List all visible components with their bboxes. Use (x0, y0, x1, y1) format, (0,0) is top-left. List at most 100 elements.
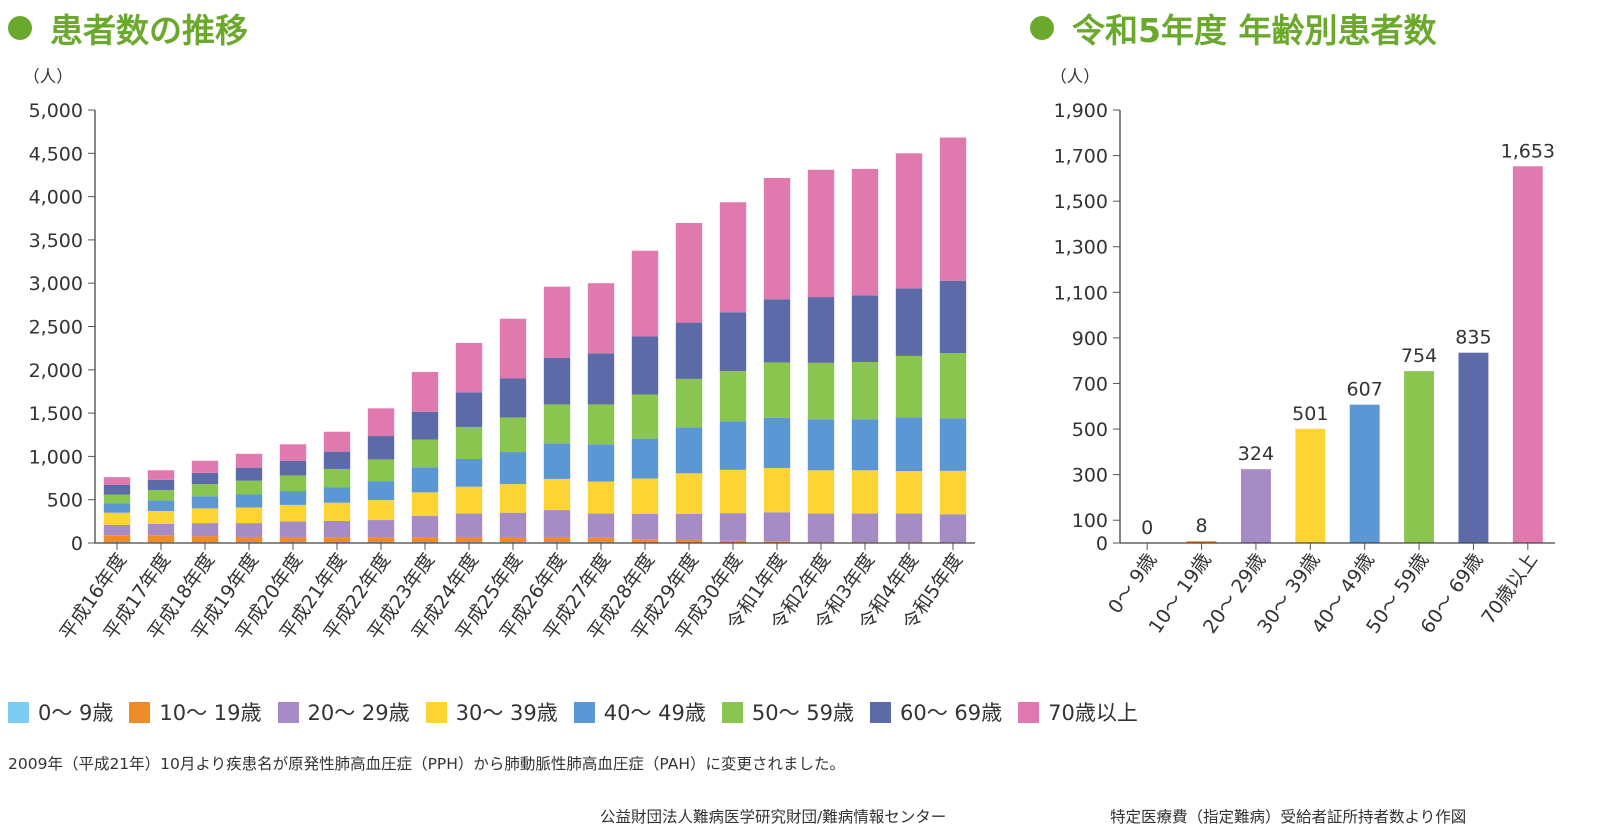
left-bar-segment (807, 513, 835, 543)
left-bar-segment (851, 362, 879, 420)
left-bar-segment (103, 535, 131, 543)
left-bar-segment (499, 318, 527, 379)
left-bar-segment (411, 515, 439, 538)
left-bar-segment (719, 513, 747, 541)
left-bar-segment (367, 459, 395, 482)
left-bar-segment (675, 513, 703, 540)
left-bar-segment (191, 484, 219, 497)
legend-label: 20～ 29歳 (307, 701, 410, 725)
legend-label: 70歳以上 (1048, 701, 1138, 725)
left-bar-segment (235, 523, 263, 537)
left-bar-segment (631, 438, 659, 479)
source-credit: 公益財団法人難病医学研究財団/難病情報センター (600, 808, 947, 826)
left-bar-segment (631, 394, 659, 439)
legend-swatch (277, 701, 299, 723)
right-y-tick-label: 300 (1072, 465, 1108, 487)
left-bar-segment (455, 536, 483, 543)
left-bar-segment (543, 286, 571, 358)
legend-swatch (425, 701, 447, 723)
left-bar-segment (587, 513, 615, 538)
left-bar-segment (895, 513, 923, 543)
left-bar-segment (807, 470, 835, 514)
left-bar-segment (235, 480, 263, 495)
left-bar-segment (191, 472, 219, 485)
left-bar-segment (279, 536, 307, 543)
left-bar-segment (455, 342, 483, 393)
right-y-tick-label: 1,700 (1054, 146, 1108, 168)
legend-swatch (8, 701, 29, 723)
right-bar (1458, 352, 1489, 543)
left-bar-segment (939, 352, 967, 419)
left-bar-segment (543, 404, 571, 444)
right-y-tick-label: 900 (1072, 328, 1108, 350)
left-bar-segment (675, 427, 703, 474)
legend-item: 0～ 9歳 (8, 697, 113, 727)
left-bar-segment (235, 507, 263, 524)
left-bar-segment (235, 453, 263, 468)
left-y-tick-label: 4,000 (29, 187, 83, 209)
legend-item: 10～ 19歳 (129, 697, 262, 727)
left-bar-segment (807, 297, 835, 363)
left-bar-segment (191, 523, 219, 537)
left-y-tick-label: 500 (47, 490, 83, 512)
legend-label: 30～ 39歳 (455, 701, 558, 725)
left-bar-segment (191, 496, 219, 509)
left-bar-segment (631, 478, 659, 514)
left-bar-segment (367, 500, 395, 521)
left-bar-segment (631, 336, 659, 395)
left-bar-segment (851, 419, 879, 471)
right-bar-data-label: 501 (1292, 403, 1328, 425)
right-bar (1240, 469, 1271, 543)
left-bar-segment (147, 510, 175, 524)
left-bar-segment (367, 520, 395, 538)
left-bar-segment (851, 168, 879, 296)
left-chart-title: 患者数の推移 (8, 4, 248, 52)
right-bar (1404, 371, 1435, 543)
left-bar-segment (367, 537, 395, 543)
left-bar-segment (543, 357, 571, 405)
right-bar (1512, 166, 1543, 544)
legend-item: 70歳以上 (1018, 697, 1138, 727)
right-bar-data-label: 835 (1455, 327, 1491, 349)
left-bar-segment (103, 512, 131, 525)
left-y-tick-label: 0 (71, 533, 83, 555)
left-y-tick-label: 2,500 (29, 317, 83, 339)
left-bar-segment (499, 378, 527, 418)
left-bar-segment (895, 153, 923, 289)
left-bar-segment (103, 503, 131, 513)
left-bar-segment (719, 540, 747, 543)
left-bar-segment (147, 523, 175, 536)
left-bar-segment (411, 411, 439, 440)
right-y-tick-label: 1,900 (1054, 100, 1108, 122)
left-y-tick-label: 1,000 (29, 446, 83, 468)
left-bar-segment (719, 312, 747, 372)
left-bar-segment (499, 512, 527, 537)
left-bar-segment (763, 468, 791, 513)
left-bar-segment (411, 371, 439, 412)
left-y-tick-label: 3,000 (29, 273, 83, 295)
left-bar-segment (851, 513, 879, 543)
left-bar-segment (499, 536, 527, 543)
left-bar-segment (851, 295, 879, 363)
legend: 0～ 9歳 10～ 19歳 20～ 29歳 30～ 39歳 40～ 49歳 50～ 59歳… (8, 697, 1154, 727)
left-bar-segment (455, 513, 483, 537)
left-bar-segment (675, 378, 703, 428)
left-bar-segment (763, 512, 791, 542)
right-x-tick-label: 0～ 9歳 (1104, 549, 1161, 618)
left-bar-segment (279, 521, 307, 537)
left-bar-segment (235, 494, 263, 508)
left-bar-segment (851, 470, 879, 514)
left-bar-segment (631, 250, 659, 337)
left-bar-segment (455, 486, 483, 514)
left-bar-segment (939, 137, 967, 281)
left-bar-segment (411, 467, 439, 493)
left-bar-segment (103, 477, 131, 485)
left-y-tick-label: 1,500 (29, 403, 83, 425)
left-bar-segment (763, 362, 791, 418)
right-bar (1349, 404, 1380, 543)
left-bar-segment (455, 426, 483, 459)
left-bar-segment (763, 299, 791, 363)
left-bar-segment (719, 421, 747, 470)
left-bar-segment (411, 537, 439, 543)
left-bar-segment (543, 478, 571, 511)
